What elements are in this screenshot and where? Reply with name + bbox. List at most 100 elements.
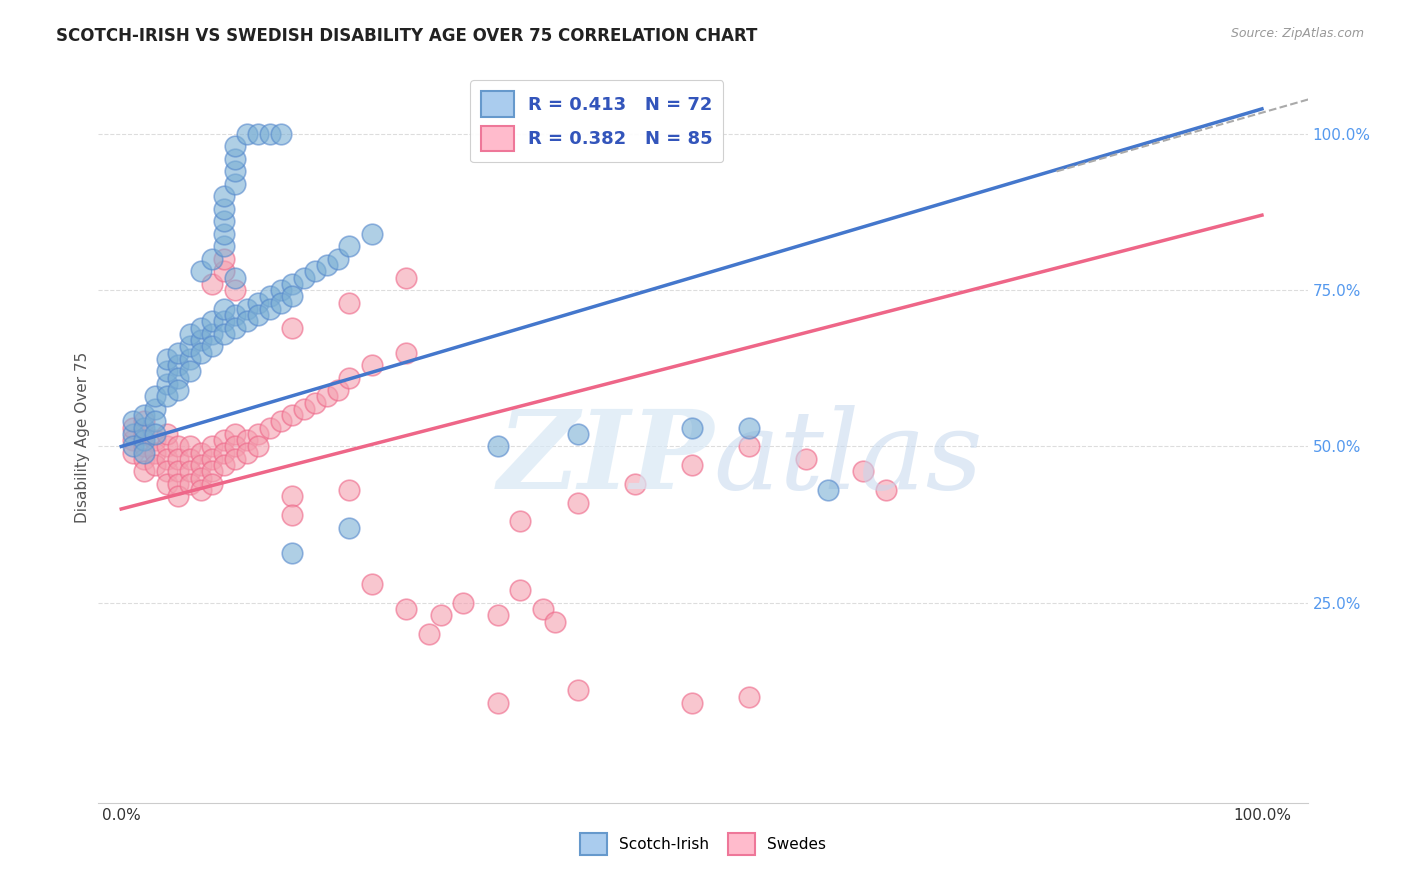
Point	[201, 440, 224, 454]
Point	[212, 252, 235, 266]
Point	[247, 440, 270, 454]
Point	[156, 351, 179, 366]
Point	[132, 414, 155, 428]
Point	[132, 440, 155, 454]
Point	[179, 477, 201, 491]
Point	[361, 577, 384, 591]
Point	[737, 420, 759, 434]
Point	[852, 465, 875, 479]
Point	[121, 434, 143, 448]
Point	[132, 420, 155, 434]
Point	[167, 358, 190, 372]
Point	[212, 326, 235, 341]
Point	[235, 301, 257, 316]
Point	[224, 177, 246, 191]
Point	[281, 490, 304, 504]
Point	[201, 452, 224, 467]
Point	[395, 270, 418, 285]
Point	[247, 308, 270, 322]
Point	[270, 414, 292, 428]
Point	[361, 358, 384, 372]
Point	[224, 152, 246, 166]
Point	[337, 370, 360, 384]
Point	[212, 314, 235, 328]
Text: ZIP: ZIP	[498, 405, 714, 513]
Point	[453, 596, 475, 610]
Point	[817, 483, 839, 498]
Point	[167, 465, 190, 479]
Point	[179, 326, 201, 341]
Point	[509, 583, 531, 598]
Y-axis label: Disability Age Over 75: Disability Age Over 75	[75, 351, 90, 523]
Point	[201, 277, 224, 291]
Point	[156, 389, 179, 403]
Point	[156, 376, 179, 391]
Point	[681, 458, 703, 473]
Point	[281, 546, 304, 560]
Text: SCOTCH-IRISH VS SWEDISH DISABILITY AGE OVER 75 CORRELATION CHART: SCOTCH-IRISH VS SWEDISH DISABILITY AGE O…	[56, 27, 758, 45]
Point	[794, 452, 817, 467]
Point	[281, 408, 304, 422]
Point	[337, 521, 360, 535]
Point	[259, 289, 281, 303]
Point	[212, 458, 235, 473]
Point	[281, 320, 304, 334]
Point	[156, 364, 179, 378]
Point	[567, 426, 589, 441]
Point	[681, 696, 703, 710]
Point	[875, 483, 897, 498]
Point	[190, 320, 212, 334]
Point	[544, 615, 567, 629]
Point	[224, 320, 246, 334]
Point	[179, 440, 201, 454]
Point	[270, 127, 292, 141]
Point	[145, 401, 167, 416]
Point	[304, 264, 326, 278]
Point	[132, 426, 155, 441]
Point	[235, 314, 257, 328]
Point	[429, 608, 451, 623]
Point	[145, 426, 167, 441]
Point	[121, 414, 143, 428]
Point	[201, 252, 224, 266]
Point	[121, 420, 143, 434]
Legend: Scotch-Irish, Swedes: Scotch-Irish, Swedes	[574, 827, 832, 861]
Point	[190, 264, 212, 278]
Point	[179, 452, 201, 467]
Point	[212, 434, 235, 448]
Point	[235, 127, 257, 141]
Point	[212, 202, 235, 216]
Point	[201, 326, 224, 341]
Point	[247, 426, 270, 441]
Point	[167, 383, 190, 397]
Point	[337, 483, 360, 498]
Point	[259, 420, 281, 434]
Point	[418, 627, 440, 641]
Point	[315, 389, 337, 403]
Point	[235, 434, 257, 448]
Point	[179, 364, 201, 378]
Point	[337, 239, 360, 253]
Point	[132, 434, 155, 448]
Point	[212, 239, 235, 253]
Point	[395, 345, 418, 359]
Point	[681, 420, 703, 434]
Point	[190, 345, 212, 359]
Point	[145, 434, 167, 448]
Point	[201, 314, 224, 328]
Point	[270, 283, 292, 297]
Point	[167, 440, 190, 454]
Point	[509, 515, 531, 529]
Point	[167, 370, 190, 384]
Point	[281, 508, 304, 523]
Point	[292, 270, 315, 285]
Point	[247, 295, 270, 310]
Point	[156, 440, 179, 454]
Point	[259, 301, 281, 316]
Point	[224, 426, 246, 441]
Point	[145, 458, 167, 473]
Point	[281, 277, 304, 291]
Point	[224, 308, 246, 322]
Point	[224, 283, 246, 297]
Point	[292, 401, 315, 416]
